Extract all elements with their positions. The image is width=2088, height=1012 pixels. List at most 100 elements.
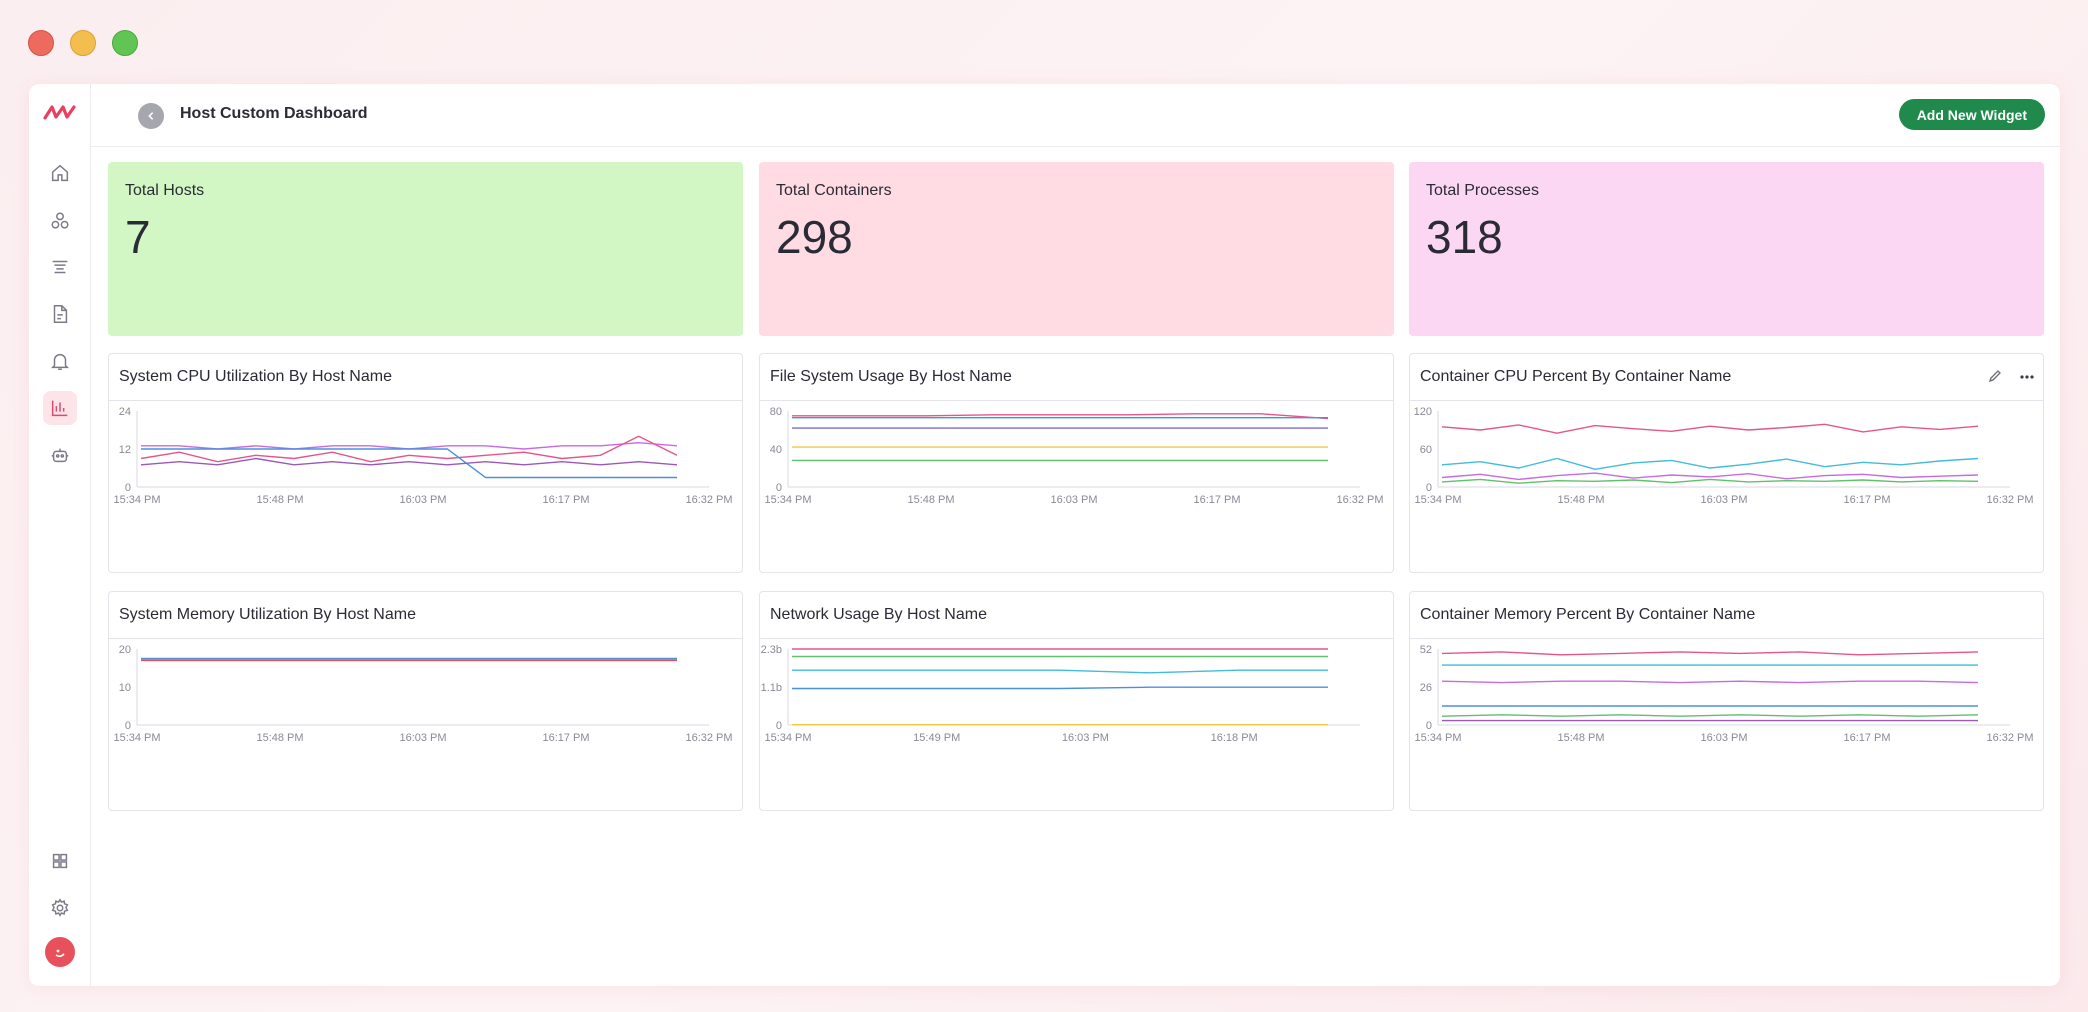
series-line	[792, 413, 1329, 420]
y-tick-label: 0	[1426, 720, 1432, 732]
user-avatar[interactable]	[45, 937, 75, 967]
series-line	[141, 448, 677, 479]
home-icon[interactable]	[43, 156, 77, 190]
x-tick-label: 16:03 PM	[1700, 494, 1747, 506]
chart-network-usage: 582.3b 291.1b 015:34 PM 15:49 PM 16:03 PM 16:…	[760, 644, 1360, 744]
x-tick-label: 15:34 PM	[113, 732, 160, 744]
maximize-window-button[interactable]	[112, 30, 138, 56]
series-line	[140, 435, 678, 463]
x-tick-label: 15:49 PM	[913, 732, 960, 744]
bar-chart-icon[interactable]	[43, 391, 77, 425]
y-tick-label: 40	[770, 444, 782, 456]
close-window-button[interactable]	[28, 30, 54, 56]
x-tick-label: 16:18 PM	[1211, 732, 1258, 744]
x-tick-label: 15:34 PM	[1414, 732, 1461, 744]
x-tick-label: 15:34 PM	[764, 494, 811, 506]
edit-pencil-icon[interactable]	[1987, 368, 2003, 384]
page-title: Host Custom Dashboard	[180, 105, 368, 122]
chart-system-cpu: 24 12 015:34 PM 15:48 PM 16:03 PM 16:17 PM 16:…	[113, 406, 732, 506]
x-tick-label: 15:48 PM	[1557, 732, 1604, 744]
series-line	[1441, 472, 1979, 481]
series-line	[1441, 651, 1979, 656]
y-tick-label: 291.1b	[760, 682, 782, 694]
sidebar	[29, 84, 91, 986]
document-icon[interactable]	[43, 297, 77, 331]
x-tick-label: 15:34 PM	[1414, 494, 1461, 506]
x-tick-label: 16:03 PM	[1050, 494, 1097, 506]
y-tick-label: 10	[119, 682, 131, 694]
panel-title: Container CPU Percent By Container Name	[1410, 354, 2043, 401]
y-tick-label: 120	[1414, 406, 1432, 418]
panel-title: Container Memory Percent By Container Na…	[1410, 592, 2043, 639]
x-tick-label: 15:34 PM	[764, 732, 811, 744]
x-tick-label: 16:32 PM	[685, 732, 732, 744]
x-tick-label: 16:03 PM	[1062, 732, 1109, 744]
panel-title: System CPU Utilization By Host Name	[109, 354, 742, 401]
panel-system-memory[interactable]: System Memory Utilization By Host Name 2…	[108, 591, 743, 811]
y-tick-label: 0	[776, 482, 782, 494]
stat-card-total-hosts[interactable]: Total Hosts 7	[108, 162, 743, 336]
back-button[interactable]	[138, 103, 164, 129]
series-line	[1441, 478, 1979, 484]
x-tick-label: 16:03 PM	[399, 494, 446, 506]
panel-tools	[1987, 368, 2035, 384]
panel-container-cpu[interactable]: Container CPU Percent By Container Name …	[1409, 353, 2044, 573]
stat-label: Total Containers	[776, 182, 892, 199]
y-tick-label: 582.3b	[760, 644, 782, 656]
y-tick-label: 12	[119, 444, 131, 456]
more-options-icon[interactable]	[2019, 368, 2035, 384]
apps-grid-icon[interactable]	[43, 844, 77, 878]
chart-container-cpu: 120 60 015:34 PM 15:48 PM 16:03 PM 16:17 PM 16…	[1414, 406, 2034, 506]
y-tick-label: 0	[776, 720, 782, 732]
logo-icon[interactable]	[43, 102, 77, 122]
y-tick-label: 80	[770, 406, 782, 418]
series-line	[1441, 714, 1979, 717]
logs-filter-icon[interactable]	[43, 250, 77, 284]
chart-system-memory: 20 10 015:34 PM 15:48 PM 16:03 PM 16:17 PM 16:…	[113, 644, 732, 744]
y-tick-label: 20	[119, 644, 131, 656]
x-tick-label: 16:32 PM	[685, 494, 732, 506]
series-line	[792, 686, 1328, 690]
window-controls	[28, 30, 138, 56]
bot-icon[interactable]	[43, 438, 77, 472]
x-tick-label: 15:48 PM	[256, 732, 303, 744]
y-tick-label: 60	[1420, 444, 1432, 456]
x-tick-label: 16:03 PM	[399, 732, 446, 744]
bell-icon[interactable]	[43, 344, 77, 378]
chevron-left-icon	[148, 112, 154, 120]
stat-value: 7	[125, 211, 151, 263]
gear-icon[interactable]	[43, 891, 77, 925]
panel-title: System Memory Utilization By Host Name	[109, 592, 742, 639]
x-tick-label: 16:17 PM	[542, 732, 589, 744]
panel-title: Network Usage By Host Name	[760, 592, 1393, 639]
stat-card-total-containers[interactable]: Total Containers 298	[759, 162, 1394, 336]
series-line	[141, 441, 678, 450]
x-tick-label: 15:48 PM	[256, 494, 303, 506]
y-tick-label: 24	[119, 406, 131, 418]
app-window: Host Custom Dashboard Add New Widget Tot…	[29, 84, 2060, 986]
stat-card-total-processes[interactable]: Total Processes 318	[1409, 162, 2044, 336]
x-tick-label: 16:17 PM	[1843, 732, 1890, 744]
x-tick-label: 15:34 PM	[113, 494, 160, 506]
x-tick-label: 16:03 PM	[1700, 732, 1747, 744]
top-bar: Host Custom Dashboard Add New Widget	[91, 84, 2060, 147]
chart-container-memory: 52 26 015:34 PM 15:48 PM 16:03 PM 16:17 PM 16:…	[1414, 644, 2033, 744]
panel-system-cpu[interactable]: System CPU Utilization By Host Name 24 12…	[108, 353, 743, 573]
x-tick-label: 16:17 PM	[1843, 494, 1890, 506]
x-tick-label: 15:48 PM	[907, 494, 954, 506]
y-tick-label: 26	[1420, 682, 1432, 694]
series-line	[1441, 457, 1979, 471]
stat-value: 298	[776, 211, 853, 263]
add-new-widget-button[interactable]: Add New Widget	[1898, 99, 2045, 130]
x-tick-label: 16:32 PM	[1336, 494, 1383, 506]
x-tick-label: 16:17 PM	[542, 494, 589, 506]
avatar-face-icon	[55, 949, 65, 958]
minimize-window-button[interactable]	[70, 30, 96, 56]
stat-label: Total Processes	[1426, 182, 1539, 199]
panel-container-memory[interactable]: Container Memory Percent By Container Na…	[1409, 591, 2044, 811]
panel-network-usage[interactable]: Network Usage By Host Name 582.3b 291.1b 0…	[759, 591, 1394, 811]
panel-file-system-usage[interactable]: File System Usage By Host Name 80 40 0 15:3…	[759, 353, 1394, 573]
y-tick-label: 52	[1420, 644, 1432, 656]
services-icon[interactable]	[43, 204, 77, 238]
chart-file-system-usage: 80 40 015:34 PM 15:48 PM 16:03 PM 16:17 PM 16:…	[764, 406, 1383, 506]
